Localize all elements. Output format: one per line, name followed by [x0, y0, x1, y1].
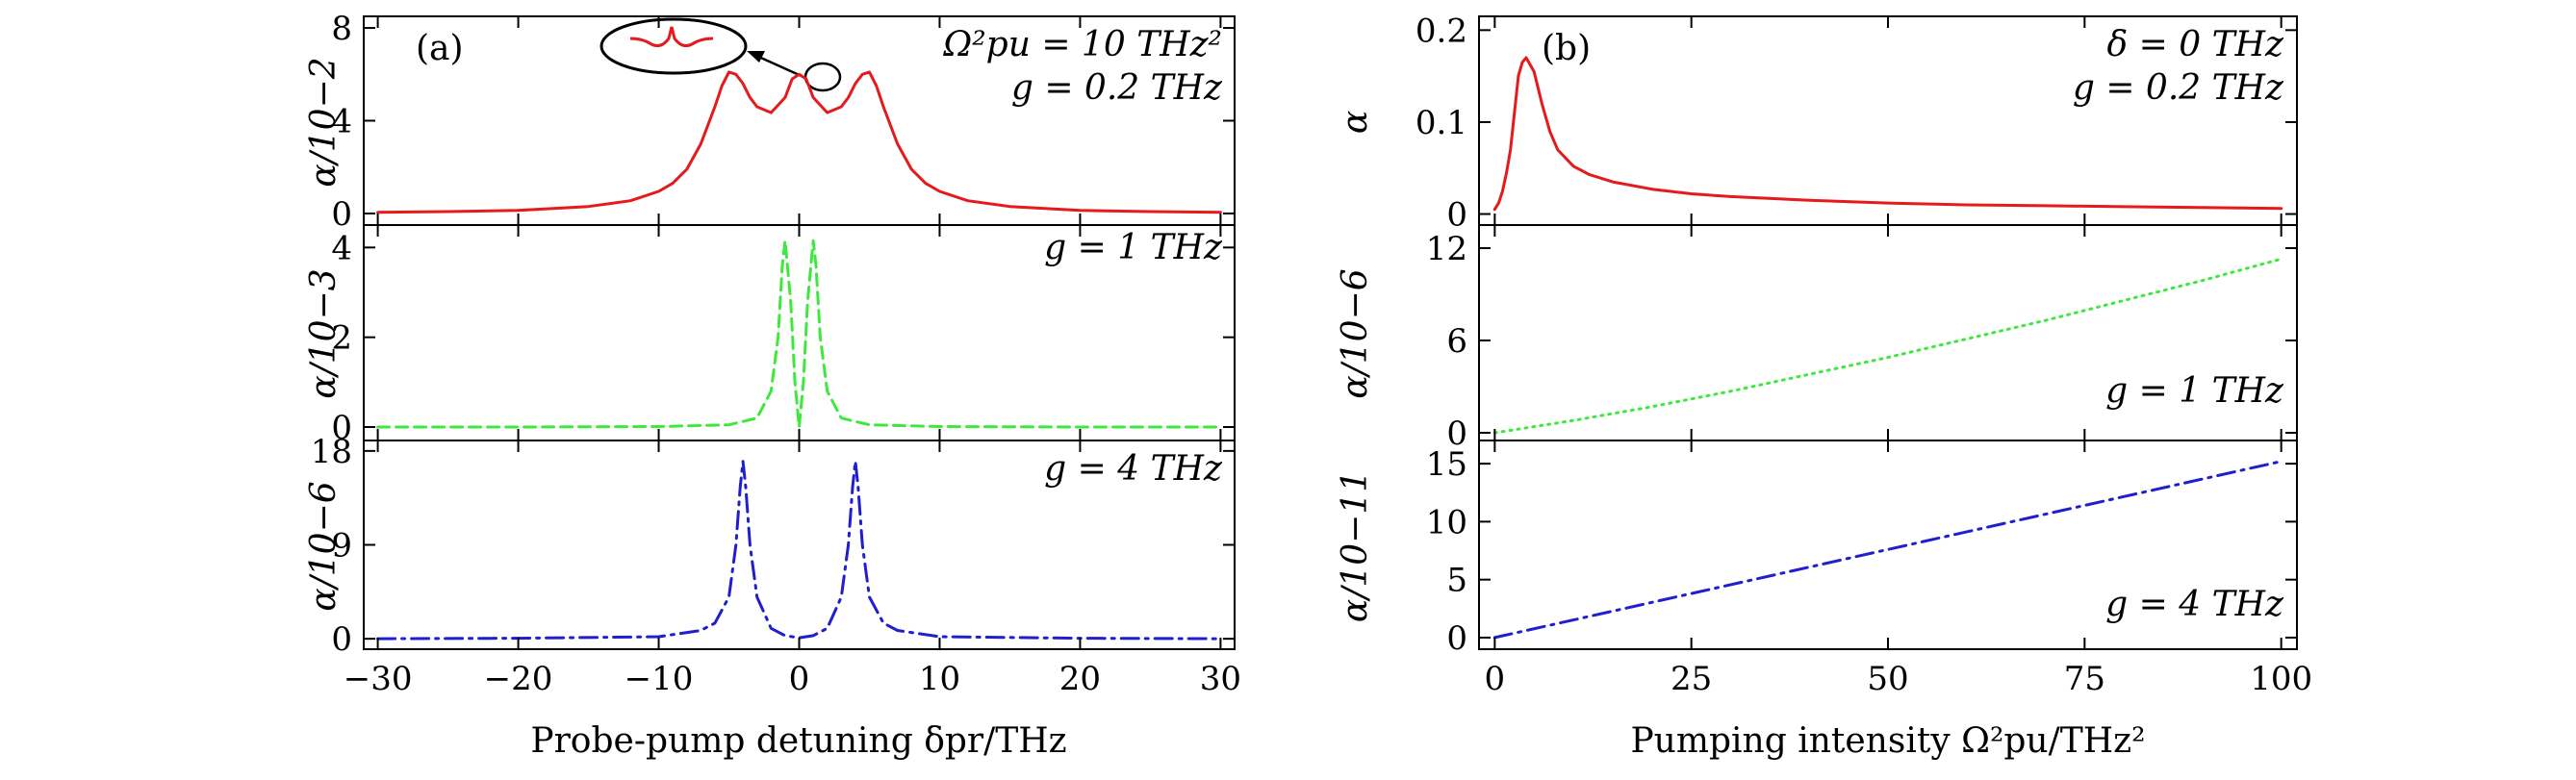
ytick-label-2-0: 0 [331, 620, 352, 659]
ytick-label-0-1: 4 [331, 103, 352, 141]
xtick-label-5-2: 50 [1867, 660, 1908, 698]
xtick-label-2-4: 10 [919, 660, 960, 698]
right-middle-annotation: g = 1 THz [2105, 371, 2284, 411]
left-panel: (a) Ω²pu = 10 THz² g = 0.2 THz g = 1 THz… [304, 15, 1236, 761]
inset-callout [599, 17, 842, 92]
left-bottom-annotation: g = 4 THz [1044, 449, 1223, 489]
ytick-label-0-0: 0 [331, 195, 352, 234]
left-top-ylabel: α/10−2 [304, 57, 344, 187]
left-middle-annotation: g = 1 THz [1044, 228, 1223, 267]
ytick-label-3-2: 0.2 [1416, 12, 1467, 50]
inset-marker-circle [803, 62, 842, 92]
left-frame [363, 15, 1236, 650]
ytick-label-3-0: 0 [1446, 196, 1467, 235]
series-line-4-0 [1492, 257, 2283, 435]
xtick-label-5-4: 100 [2250, 660, 2312, 698]
xtick-label-2-1: −20 [484, 660, 553, 698]
ytick-label-4-1: 6 [1446, 322, 1467, 361]
inset-ellipse [599, 17, 748, 75]
xtick-label-2-2: −10 [625, 660, 694, 698]
left-top-annotation-1: Ω²pu = 10 THz² [942, 25, 1222, 64]
right-xlabel: Pumping intensity Ω²pu/THz² [1630, 721, 2145, 761]
right-panel-label: (b) [1542, 29, 1591, 68]
series-line-1-0 [376, 239, 1222, 429]
inset-arrow-head [747, 51, 765, 63]
ytick-label-2-1: 9 [331, 527, 352, 566]
xtick-label-5-3: 75 [2064, 660, 2105, 698]
left-bottom-ylabel: α/10−6 [304, 481, 344, 611]
right-bottom-annotation: g = 4 THz [2105, 585, 2284, 624]
left-top-annotation-2: g = 0.2 THz [1011, 68, 1223, 108]
ytick-label-2-2: 18 [311, 433, 352, 471]
xtick-label-2-3: 0 [789, 660, 810, 698]
right-top-annotation-1: δ = 0 THz [2107, 25, 2284, 64]
ytick-label-1-2: 4 [331, 229, 352, 267]
left-middle-ylabel: α/10−3 [304, 268, 344, 398]
ytick-label-4-0: 0 [1446, 415, 1467, 453]
right-top-ylabel: α [1336, 111, 1375, 134]
series-line-3-0 [1492, 56, 2283, 212]
ytick-label-1-0: 0 [331, 409, 352, 447]
ytick-label-5-1: 5 [1446, 562, 1467, 600]
ytick-label-0-2: 8 [331, 10, 352, 48]
series-line-0-0 [376, 70, 1222, 214]
ytick-label-4-2: 12 [1426, 230, 1467, 268]
xtick-label-5-1: 25 [1671, 660, 1712, 698]
xtick-label-2-6: 30 [1200, 660, 1241, 698]
xtick-label-2-5: 20 [1059, 660, 1101, 698]
ytick-label-5-0: 0 [1446, 619, 1467, 658]
inset-arrow-line [753, 53, 804, 79]
ytick-label-3-1: 0.1 [1416, 104, 1467, 142]
inset-peak-curve [629, 26, 714, 47]
right-middle-ylabel: α/10−6 [1336, 268, 1375, 398]
xtick-label-2-0: −30 [344, 660, 413, 698]
series-line-5-0 [1492, 460, 2283, 640]
right-panel: (b) δ = 0 THz g = 0.2 THz g = 1 THz g = … [1336, 15, 2298, 761]
right-frame [1478, 15, 2298, 650]
left-panel-label: (a) [416, 29, 464, 68]
left-xlabel: Probe-pump detuning δpr/THz [530, 721, 1066, 761]
right-bottom-ylabel: α/10−11 [1336, 470, 1375, 622]
ytick-label-1-1: 2 [331, 319, 352, 358]
ytick-label-5-3: 15 [1426, 445, 1467, 484]
xtick-label-5-0: 0 [1485, 660, 1506, 698]
right-top-annotation-2: g = 0.2 THz [2073, 68, 2284, 108]
ytick-label-5-2: 10 [1426, 503, 1467, 541]
